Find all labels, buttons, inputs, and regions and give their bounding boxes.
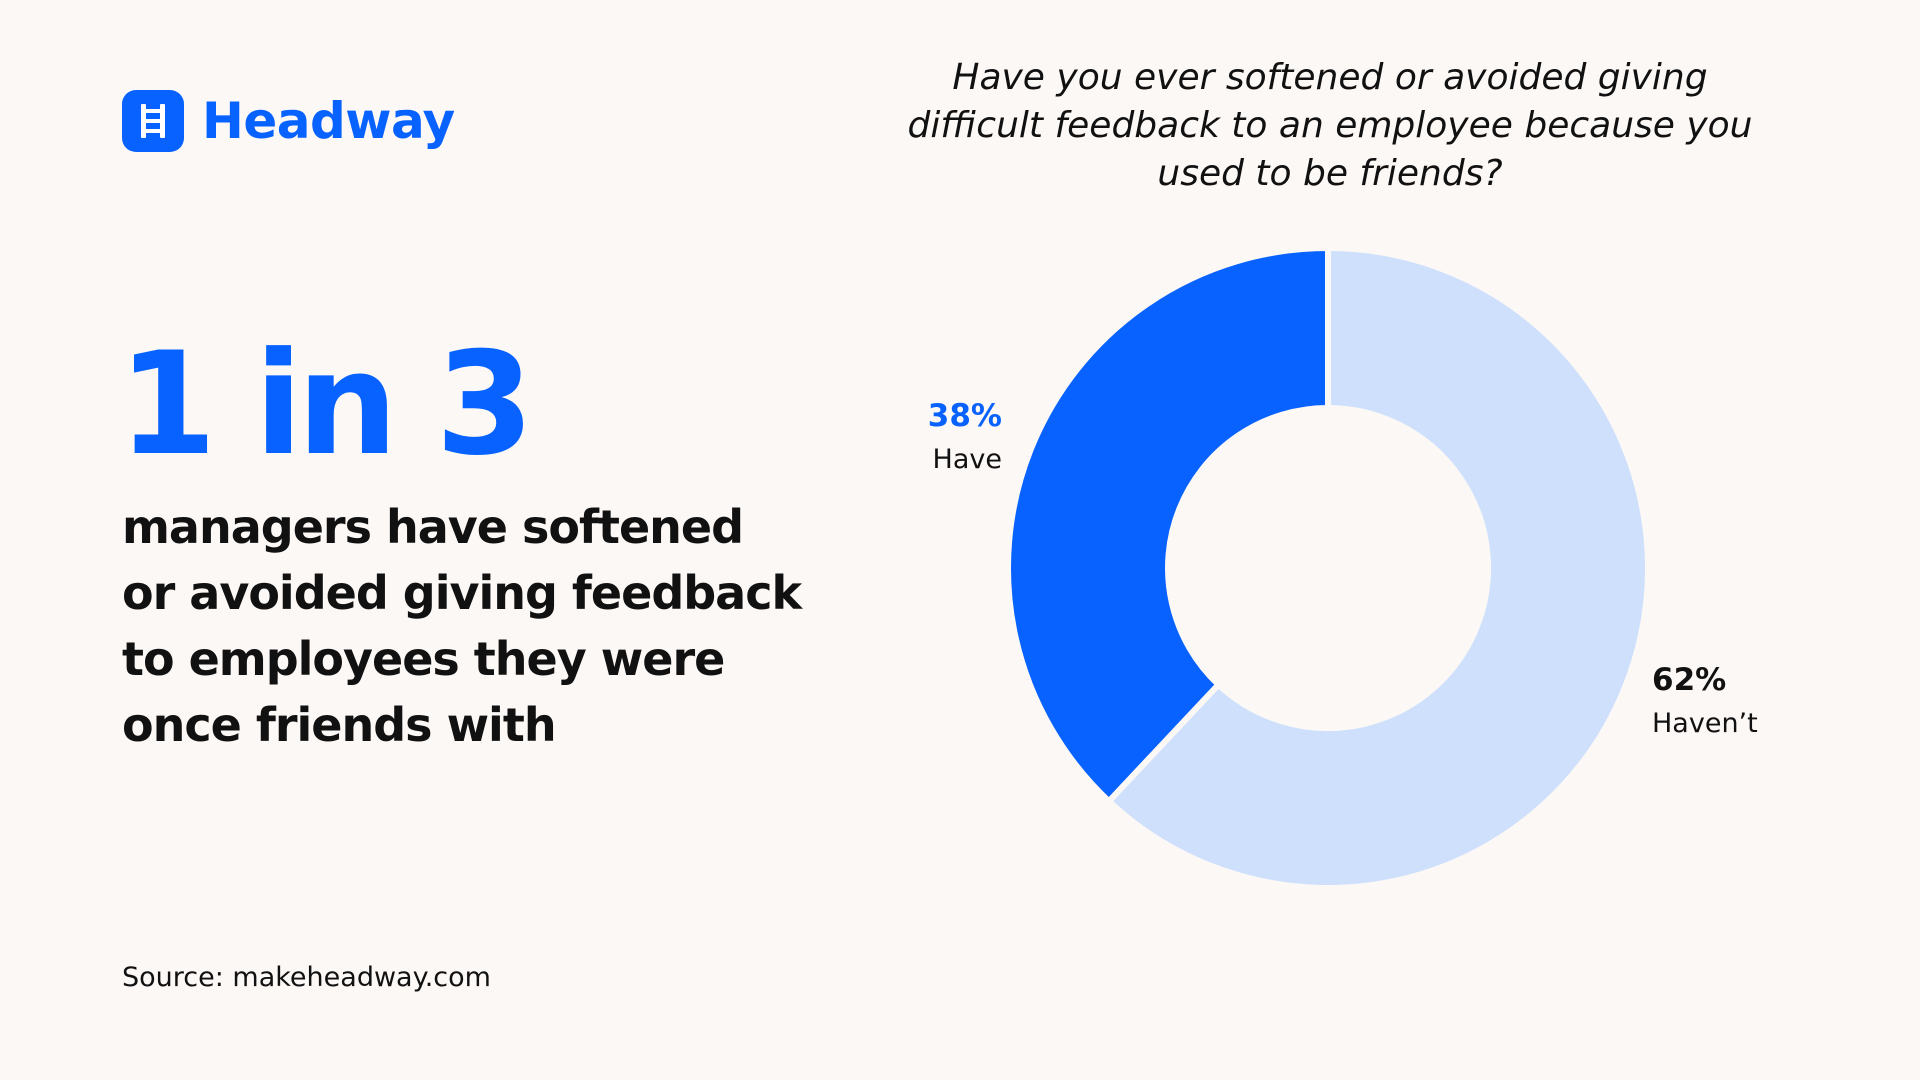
donut-slice-have [1005,245,1331,805]
headline-text: managers have softened or avoided giving… [122,500,802,752]
slice-value-label: 62% [1652,662,1726,698]
chart-title: Have you ever softened or avoided giving… [907,57,1753,194]
brand-name: Headway [202,92,455,150]
brand-logo: Headway [122,90,455,152]
slice-category-label: Have [933,444,1002,475]
source-citation: Source: makeheadway.com [122,962,491,993]
slice-value-label: 38% [928,398,1002,434]
ladder-icon [122,90,184,152]
donut-slice-havent [1105,245,1651,891]
slice-category-label: Haven’t [1652,708,1758,739]
headline-stat: 1 in 3 [118,322,534,487]
